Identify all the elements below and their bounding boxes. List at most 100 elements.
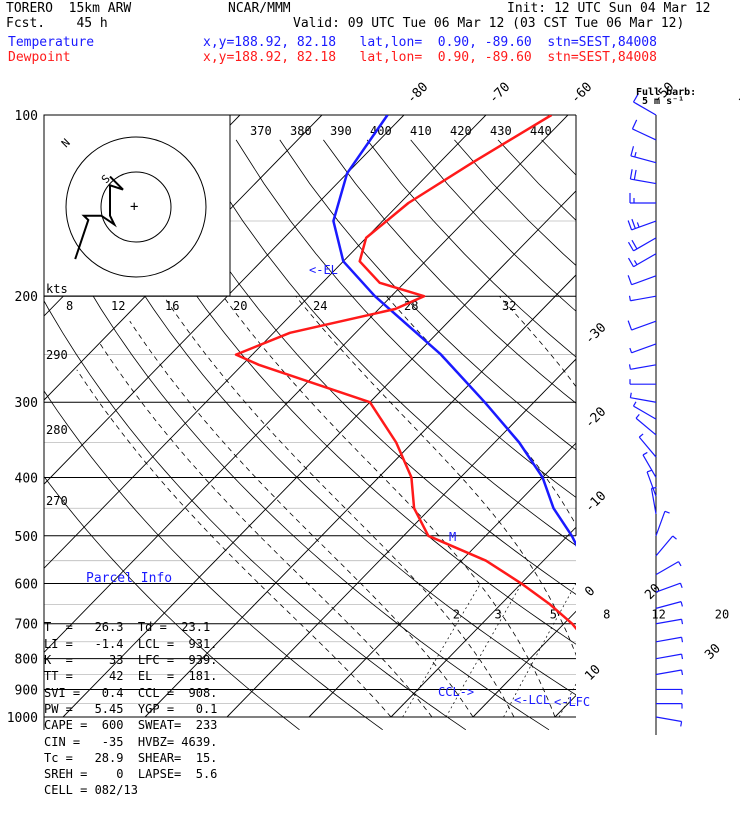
mixing-ratio-label: 20	[715, 608, 729, 622]
wind-barb-shaft	[656, 602, 681, 609]
wind-barb-flag	[630, 169, 632, 179]
ccl-marker: CCL->	[438, 685, 474, 699]
moist-adiabat	[223, 296, 555, 717]
wind-barb-flag	[673, 536, 677, 539]
isotherm-line	[391, 115, 740, 717]
dry-adiabat	[411, 140, 740, 730]
wind-barb-flag	[680, 583, 682, 588]
parcel-info-row: K = 33 LFC = 939.	[44, 652, 244, 668]
temperature-line	[333, 115, 682, 717]
wind-barb	[656, 602, 682, 609]
dry-adiabat	[280, 140, 740, 730]
wind-barb	[656, 511, 670, 535]
dry-adiabat	[454, 140, 740, 730]
wind-barb	[628, 238, 656, 251]
pressure-tick-label: 500	[15, 530, 38, 545]
dry-adiabat	[367, 140, 740, 730]
parcel-info-row: CELL = 082/13	[44, 782, 244, 798]
wind-barb-flag	[634, 170, 636, 180]
wind-barb-shaft	[656, 511, 665, 535]
wind-barb-flag	[628, 221, 631, 230]
wind-barb	[628, 219, 656, 230]
wind-barb	[656, 637, 682, 642]
parcel-info-row: TT = 42 EL = 181.	[44, 668, 244, 684]
wind-barb-shaft	[656, 654, 682, 659]
hodograph-tick-label: 32	[502, 299, 516, 313]
theta-label: 380	[290, 124, 312, 138]
wind-barb-flag	[632, 120, 636, 129]
pressure-tick-label: 300	[15, 396, 38, 411]
wind-barb	[630, 393, 656, 402]
wind-barb-flag	[679, 562, 682, 566]
dry-adiabat	[498, 140, 740, 730]
wind-barb-shaft	[630, 296, 656, 301]
wind-barb-flag	[643, 452, 647, 455]
parcel-info-row: LI = -1.4 LCL = 931.	[44, 636, 244, 652]
pressure-tick-label: 600	[15, 577, 38, 592]
wind-barb-shaft	[632, 129, 656, 140]
wind-barbs	[628, 93, 682, 735]
wind-barb-flag	[628, 258, 633, 267]
theta-label: 270	[46, 494, 68, 508]
parcel-info-row: PW = 5.45 YGP = 0.1	[44, 701, 244, 717]
wind-barb	[656, 717, 682, 726]
parcel-info-row: CAPE = 600 SWEAT= 233	[44, 717, 244, 733]
wind-barb-shaft	[630, 398, 656, 403]
wind-barb	[630, 344, 656, 353]
wind-barb	[628, 275, 656, 284]
wind-barb-shaft	[656, 670, 682, 675]
hodograph-tick-label: 20	[233, 299, 247, 313]
mixing-ratio-label: 8	[603, 608, 610, 622]
mixing-ratio-label: 2	[453, 608, 460, 622]
wind-barb-flag	[651, 488, 656, 489]
wind-barb-flag	[631, 146, 634, 156]
wind-barb-flag	[632, 219, 635, 228]
wind-barb	[628, 321, 656, 330]
wind-barb	[630, 169, 656, 183]
wind-barb-shaft	[632, 276, 656, 285]
isotherm-label: 0	[582, 584, 598, 600]
wind-barb-shaft	[656, 637, 682, 642]
wind-barb	[630, 296, 656, 301]
wind-barb-shaft	[632, 344, 656, 353]
wind-barb-flag	[682, 654, 683, 659]
wind-barb-shaft	[631, 156, 656, 163]
isotherm-line	[555, 115, 740, 717]
wind-barb	[631, 146, 656, 162]
wind-barb-flag	[630, 364, 631, 369]
wind-barb	[656, 536, 677, 556]
wind-barb-flag	[681, 722, 682, 727]
wind-barb	[630, 193, 656, 203]
parcel-info-row: T = 26.3 Td = 23.1	[44, 619, 244, 635]
parcel-info-row: SREH = 0 LAPSE= 5.6	[44, 766, 244, 782]
wind-barb-flag	[633, 402, 636, 406]
hodograph-tick-label: 12	[111, 299, 125, 313]
hodograph-center: +	[130, 199, 138, 215]
hodograph-tick-label: 24	[313, 299, 327, 313]
wind-barb-shaft	[656, 562, 679, 575]
pressure-tick-label: 400	[15, 471, 38, 486]
wind-barb	[656, 704, 682, 709]
wind-barb-flag	[639, 434, 643, 437]
wind-barb	[656, 654, 682, 659]
theta-label: 390	[330, 124, 352, 138]
theta-label: 420	[450, 124, 472, 138]
pressure-tick-label: 800	[15, 653, 38, 668]
mixing-ratio-label: 3	[495, 608, 502, 622]
isotherm-line	[227, 115, 740, 717]
lfc-marker: <-LFC	[554, 695, 590, 709]
wind-barb-flag	[630, 348, 632, 353]
parcel-info-row: Tc = 28.9 SHEAR= 15.	[44, 750, 244, 766]
full-barb-unit: 5 m s⁻¹	[642, 96, 684, 107]
wind-barb	[656, 689, 682, 694]
parcel-info-title: Parcel Info	[86, 571, 244, 587]
dry-adiabat	[716, 140, 740, 730]
wind-barb-shaft	[651, 488, 656, 514]
isotherm-label: -10	[582, 489, 609, 516]
wind-barb-flag	[630, 296, 631, 301]
parcel-info-row: SVI = 0.4 CCL = 908.	[44, 685, 244, 701]
theta-label: 370	[250, 124, 272, 138]
wind-barb-shaft	[639, 437, 656, 457]
